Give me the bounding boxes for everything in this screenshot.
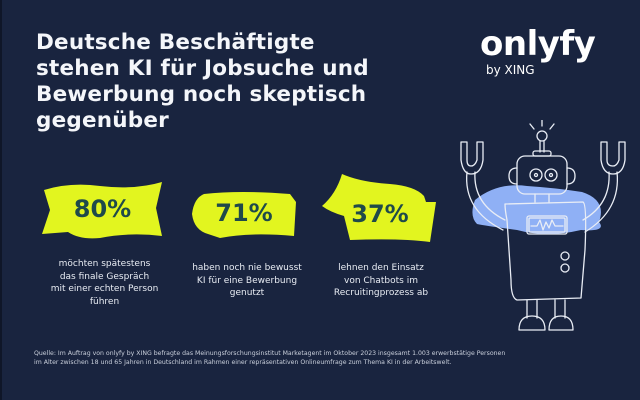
desc-line: möchten spätestens <box>58 259 151 269</box>
desc-line: genutzt <box>229 288 265 298</box>
stat-description: lehnen den Einsatz von Chatbots im Recru… <box>316 262 446 300</box>
desc-line: lehnen den Einsatz <box>338 263 424 273</box>
desc-line: Recruitingprozess ab <box>333 288 429 298</box>
stat-value: 80% <box>73 195 132 223</box>
stat-value: 37% <box>351 200 409 228</box>
robot-highlight <box>472 185 601 234</box>
stat-card: 37% lehnen den Einsatz von Chatbots im R… <box>316 172 446 302</box>
headline-line: gegenüber <box>36 108 169 133</box>
stat-card: 80% möchten spätestens das finale Gesprä… <box>40 180 190 307</box>
highlight-blob <box>192 192 296 238</box>
desc-line: haben noch nie bewusst <box>192 263 302 273</box>
desc-line: von Chatbots im <box>344 275 418 286</box>
stat-description: haben noch nie bewusst KI für eine Bewer… <box>187 262 307 300</box>
source-line: Quelle: Im Auftrag von onlyfy by XING be… <box>34 350 506 357</box>
stat-card: 71% haben noch nie bewusst KI für eine B… <box>187 180 312 300</box>
logo-subtitle: by XING <box>486 63 535 77</box>
robot-icon <box>460 120 626 331</box>
headline-line: Bewerbung noch skeptisch <box>36 82 367 107</box>
headline-line: Deutsche Beschäftigte <box>36 30 315 55</box>
stat-value: 71% <box>215 199 273 227</box>
onlyfy-logo: onlyfy by XING <box>480 24 596 77</box>
headline-line: stehen KI für Jobsuche und <box>36 56 369 81</box>
desc-line: das finale Gespräch <box>59 271 150 282</box>
stat-description: möchten spätestens das finale Gespräch m… <box>42 258 167 308</box>
highlight-blob <box>322 174 436 242</box>
desc-line: KI für eine Bewerbung <box>196 275 298 286</box>
source-note: Quelle: Im Auftrag von onlyfy by XING be… <box>34 350 505 367</box>
desc-line: mit einer echten Person <box>50 284 159 294</box>
logo-wordmark: onlyfy <box>480 24 596 64</box>
highlight-blob <box>42 182 162 239</box>
headline: Deutsche Beschäftigte stehen KI für Jobs… <box>36 30 396 134</box>
desc-line: führen <box>89 296 120 307</box>
source-line: im Alter zwischen 18 und 65 Jahren in De… <box>34 358 452 366</box>
